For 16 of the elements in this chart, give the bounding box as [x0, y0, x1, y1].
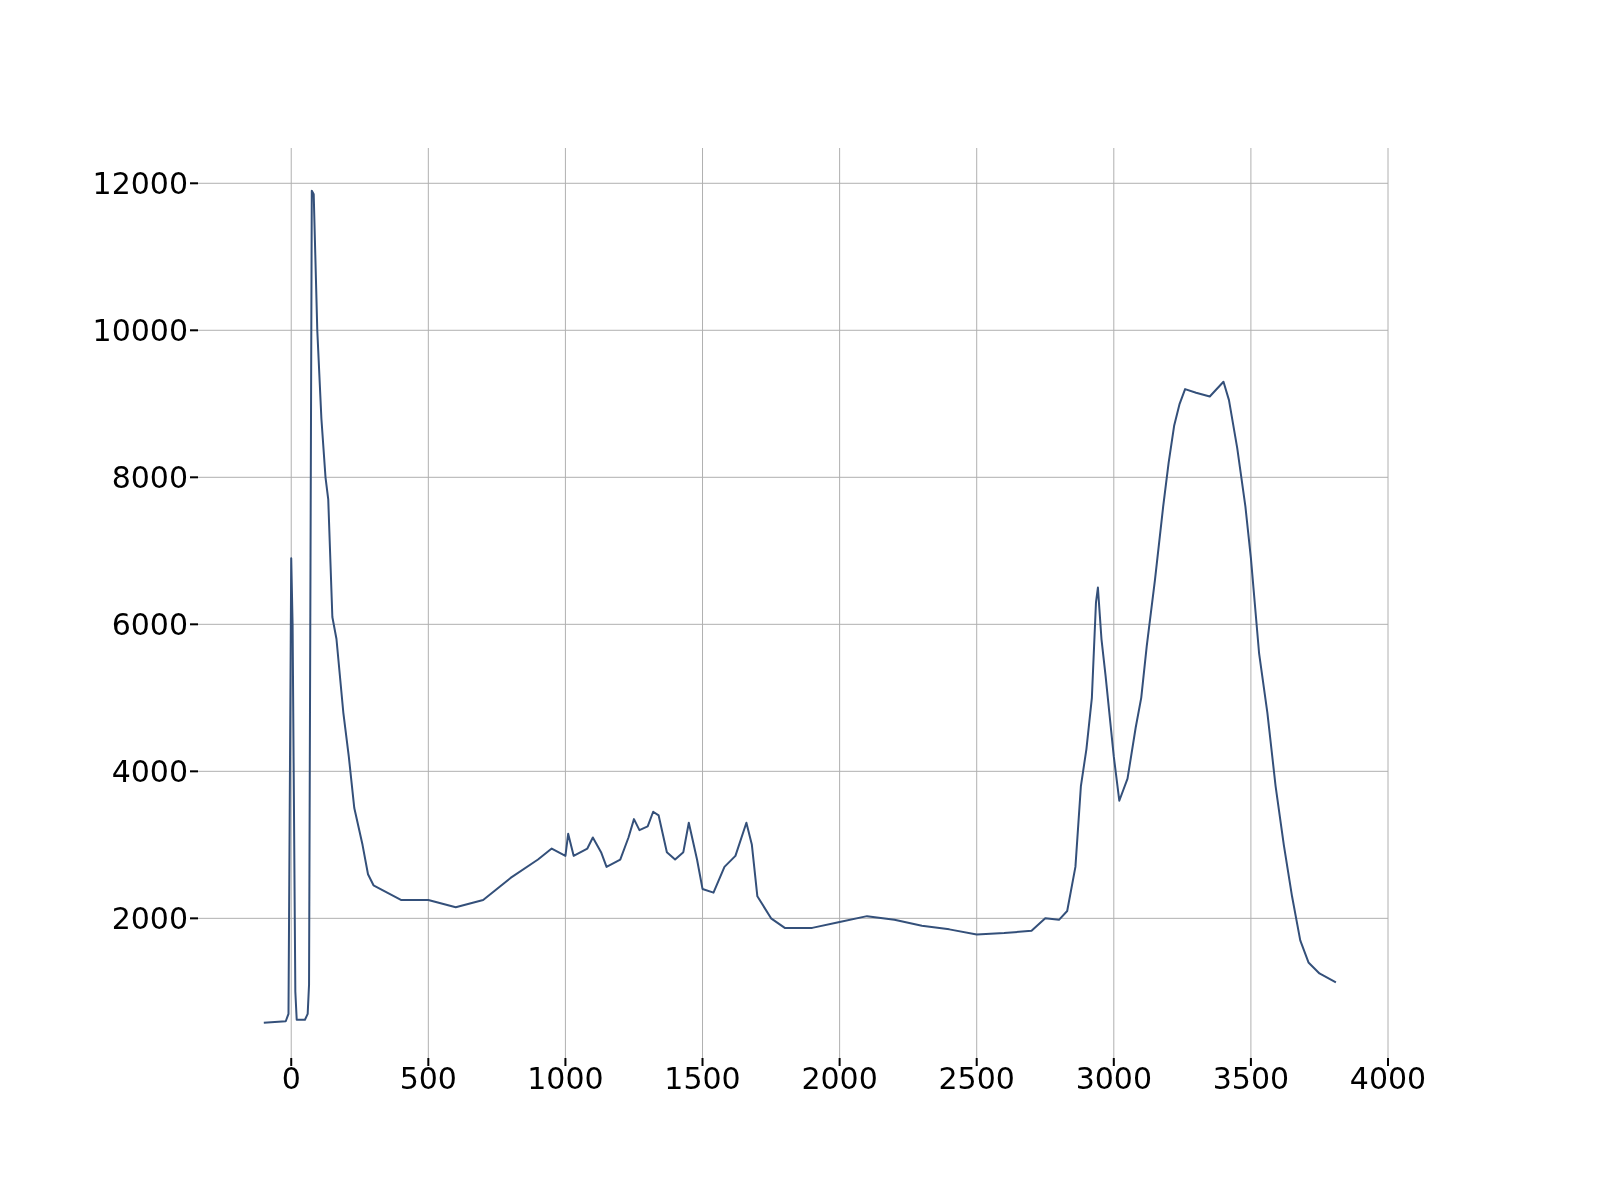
x-tick-label: 1000 [527, 1061, 604, 1097]
line-series [262, 189, 1337, 1024]
x-tick-label: 3500 [1212, 1061, 1290, 1097]
x-tick-label: 500 [399, 1061, 457, 1097]
x-tick-label: 4000 [1349, 1061, 1427, 1097]
y-tick-label: 10000 [92, 312, 188, 348]
x-tick-label: 0 [281, 1061, 301, 1097]
y-tick-label: 6000 [111, 606, 188, 642]
y-tick-label: 4000 [111, 753, 188, 789]
x-tick-label: 1500 [664, 1061, 741, 1097]
y-tick-label: 8000 [111, 459, 188, 495]
x-tick-label: 2000 [801, 1061, 878, 1097]
x-tick-label: 2500 [938, 1061, 1015, 1097]
y-tick-label: 12000 [92, 165, 188, 201]
x-tick-label: 3000 [1075, 1061, 1152, 1097]
y-tick-label: 2000 [111, 900, 188, 936]
